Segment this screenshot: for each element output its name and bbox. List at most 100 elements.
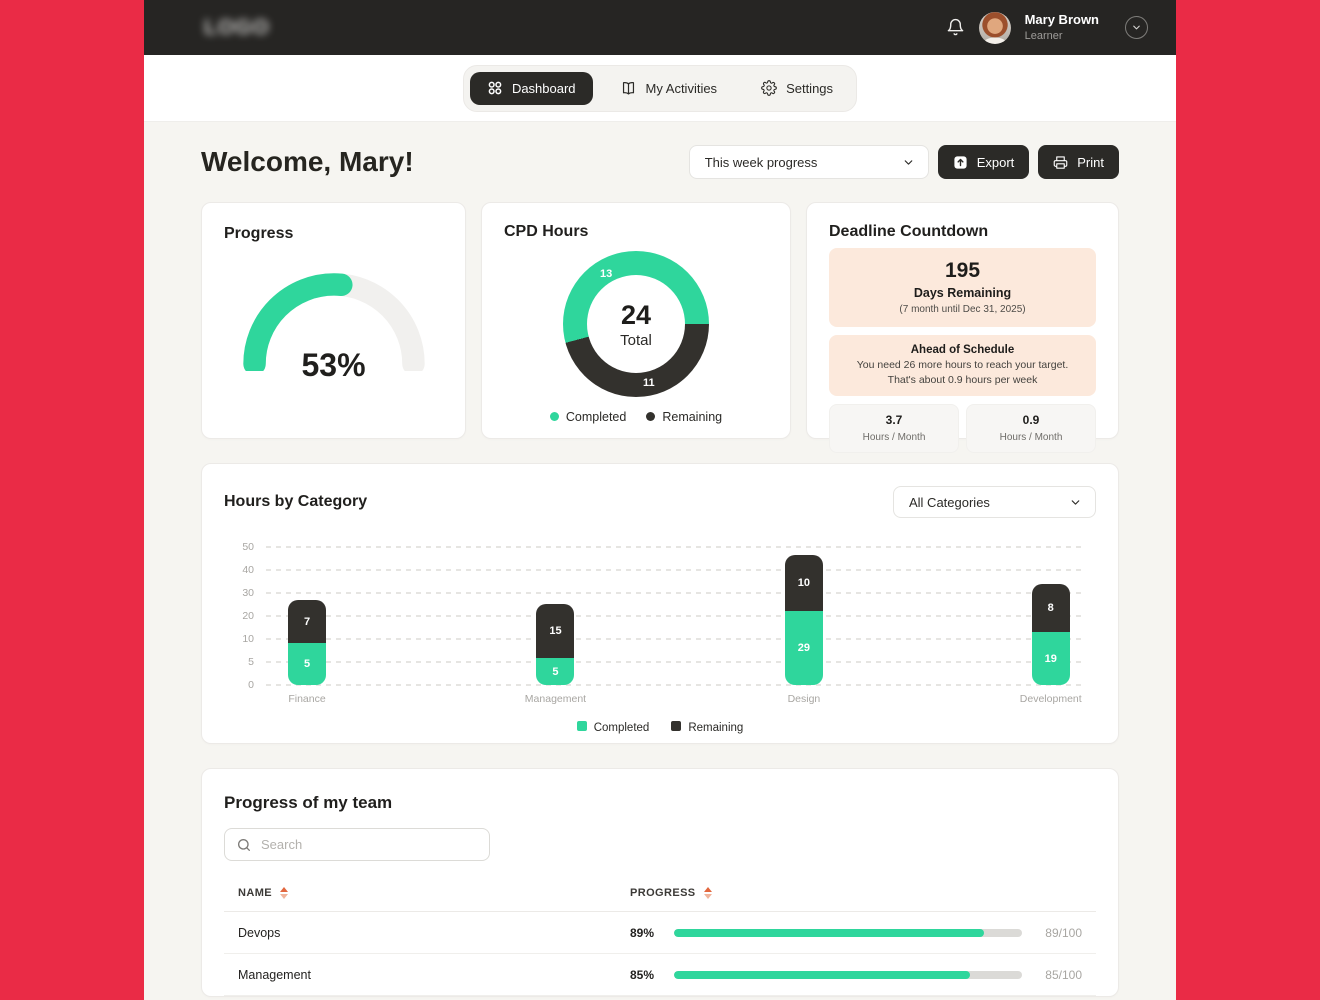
- bar-completed-segment: 5: [536, 658, 575, 685]
- user-name: Mary Brown: [1024, 11, 1099, 27]
- export-button[interactable]: Export: [937, 145, 1030, 179]
- period-select[interactable]: This week progress: [688, 145, 929, 179]
- tab-my-activities[interactable]: My Activities: [603, 72, 735, 105]
- chevron-down-icon: [1069, 496, 1082, 509]
- book-icon: [620, 80, 637, 97]
- primary-nav: Dashboard My Activities Settings: [144, 55, 1176, 122]
- table-body: Devops 89% 89/100 Management 85% 85/100: [224, 912, 1096, 996]
- row-name: Devops: [238, 925, 281, 940]
- team-search-box: [224, 828, 490, 861]
- donut-completed-value: 13: [600, 268, 613, 280]
- gridline: 20: [242, 610, 1086, 622]
- gear-icon: [761, 80, 777, 96]
- row-progress-fill: [674, 970, 970, 979]
- print-label: Print: [1077, 154, 1104, 170]
- gauge-svg: [242, 273, 425, 376]
- schedule-status-title: Ahead of Schedule: [910, 344, 1015, 356]
- nav-segmented-control: Dashboard My Activities Settings: [462, 64, 858, 112]
- bar-design: 10 29: [784, 555, 823, 685]
- bar-completed-segment: 5: [288, 643, 326, 685]
- progress-card-title: Progress: [224, 225, 294, 242]
- bar-management: 15 5: [536, 604, 575, 685]
- gauge-progress-arc: [242, 273, 425, 376]
- app-logo: LOGO: [204, 15, 270, 39]
- completed-dot-icon: [549, 412, 559, 421]
- search-input[interactable]: [261, 837, 478, 852]
- bar-development: 8 19: [1031, 584, 1070, 685]
- printer-icon: [1053, 155, 1068, 170]
- legend-remaining: Remaining: [671, 721, 743, 734]
- tab-dashboard[interactable]: Dashboard: [469, 71, 593, 105]
- bar-completed-segment: 19: [1031, 632, 1070, 685]
- table-row: Devops 89% 89/100: [224, 912, 1096, 954]
- x-category-label: Development: [1019, 693, 1082, 705]
- tab-label: Dashboard: [511, 80, 576, 96]
- notifications-bell-icon[interactable]: [946, 18, 965, 37]
- table-row: Management 85% 85/100: [224, 954, 1096, 996]
- days-remaining-value: 195: [944, 259, 981, 282]
- tab-label: Settings: [786, 80, 834, 96]
- kpi-cards-row: Progress 53% CPD Hours 13 11: [201, 202, 1119, 453]
- completed-square-icon: [576, 721, 587, 731]
- bar-remaining-segment: 10: [784, 555, 823, 611]
- bar-remaining-segment: 7: [288, 600, 326, 643]
- y-tick-label: 50: [242, 540, 254, 553]
- team-progress-card: Progress of my team NAME PROGRESS: [201, 768, 1119, 997]
- deadline-card-title: Deadline Countdown: [829, 223, 989, 240]
- row-progress-bar: [674, 970, 1022, 979]
- cpd-legend: Completed Remaining: [504, 410, 768, 424]
- chart-header: Hours by Category All Categories: [224, 486, 1096, 518]
- bar-remaining-segment: 15: [536, 604, 575, 658]
- progress-percent: 53%: [301, 347, 366, 383]
- y-tick-label: 10: [242, 632, 254, 645]
- legend-completed: Completed: [549, 410, 626, 424]
- bar-completed-segment: 29: [784, 611, 823, 685]
- remaining-dot-icon: [646, 412, 656, 421]
- app-window: LOGO Mary Brown Learner: [144, 0, 1176, 1000]
- y-tick-label: 20: [242, 609, 254, 622]
- user-role: Learner: [1024, 29, 1063, 42]
- table-header: NAME PROGRESS: [224, 887, 1096, 912]
- search-icon: [236, 837, 252, 853]
- remaining-square-icon: [671, 721, 682, 731]
- tab-settings[interactable]: Settings: [744, 72, 850, 105]
- column-header-progress: PROGRESS: [630, 887, 1082, 899]
- x-category-label: Finance: [288, 693, 326, 705]
- y-tick-label: 40: [242, 563, 254, 576]
- x-category-label: Management: [524, 693, 587, 705]
- export-label: Export: [976, 154, 1015, 170]
- sort-progress-icon[interactable]: [703, 887, 712, 899]
- period-select-value: This week progress: [704, 154, 818, 170]
- welcome-row: Welcome, Mary! This week progress Export: [201, 140, 1119, 184]
- top-header: LOGO Mary Brown Learner: [144, 0, 1176, 55]
- y-tick-label: 0: [248, 678, 254, 691]
- hours-by-category-card: Hours by Category All Categories 50 40 30 2…: [201, 463, 1119, 744]
- profile-menu-chevron-icon[interactable]: [1125, 16, 1148, 39]
- cpd-hours-card: CPD Hours 13 11 24 Total Completed Remai…: [481, 202, 791, 439]
- category-filter-select[interactable]: All Categories: [893, 486, 1096, 518]
- progress-gauge: 53%: [239, 267, 429, 383]
- chart-title: Hours by Category: [224, 493, 368, 510]
- user-meta: Mary Brown Learner: [1025, 12, 1099, 44]
- gridline: 5: [248, 656, 1086, 668]
- row-ratio: 85/100: [1045, 967, 1082, 982]
- cpd-total-label: Total: [620, 331, 652, 349]
- row-percent: 85%: [630, 967, 655, 982]
- user-avatar[interactable]: [978, 11, 1011, 44]
- days-remaining-sub: (7 month until Dec 31, 2025): [899, 304, 1026, 315]
- print-button[interactable]: Print: [1038, 145, 1119, 179]
- legend-completed: Completed: [576, 721, 649, 734]
- column-header-name: NAME: [238, 887, 630, 899]
- donut-remaining-value: 11: [643, 377, 655, 389]
- row-name: Management: [238, 967, 311, 982]
- page-title: Welcome, Mary!: [201, 146, 414, 177]
- gridline: 10: [242, 633, 1086, 645]
- progress-card: Progress 53%: [201, 202, 466, 439]
- cpd-donut-chart: 13 11 24 Total: [563, 251, 709, 397]
- sort-name-icon[interactable]: [280, 887, 288, 899]
- schedule-status-line1: You need 26 more hours to reach your tar…: [856, 359, 1069, 371]
- gridline: 0: [248, 679, 1086, 691]
- days-remaining-box: 195 Days Remaining (7 month until Dec 31…: [829, 248, 1096, 327]
- cpd-card-title: CPD Hours: [504, 223, 589, 240]
- days-remaining-label: Days Remaining: [913, 286, 1012, 300]
